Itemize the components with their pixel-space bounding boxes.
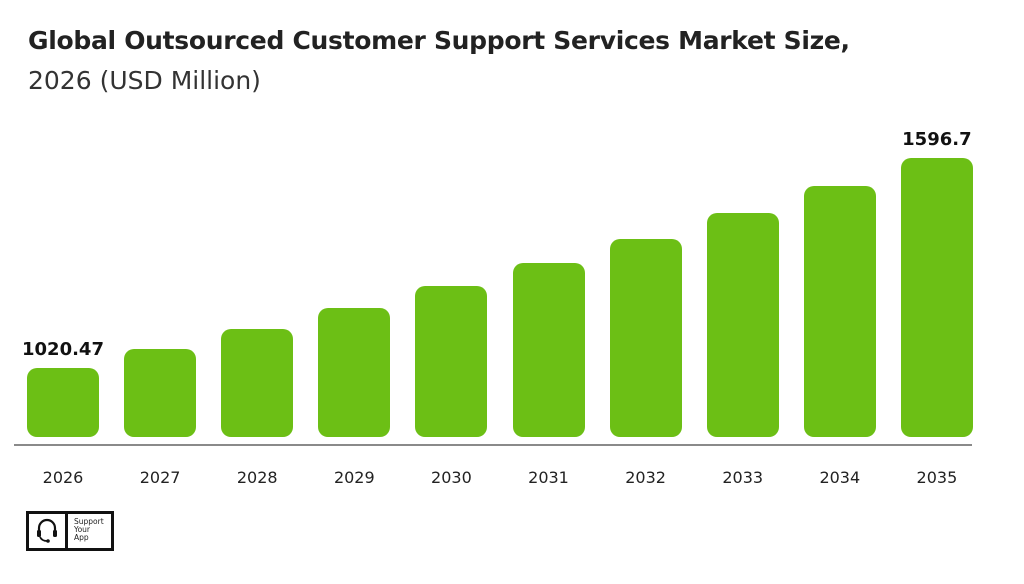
bar-2035 bbox=[900, 158, 973, 437]
x-tick-label: 2026 bbox=[42, 468, 84, 487]
data-label-2026: 1020.47 bbox=[22, 339, 104, 360]
bar-2032 bbox=[609, 238, 682, 437]
bar-2028 bbox=[221, 329, 294, 437]
bar-2027 bbox=[124, 349, 197, 437]
x-tick-label: 2031 bbox=[528, 468, 569, 487]
bar-2031 bbox=[512, 262, 585, 437]
x-tick-label: 2028 bbox=[236, 468, 278, 487]
headset-icon bbox=[29, 514, 68, 548]
x-tick-label: 2035 bbox=[916, 468, 958, 487]
x-tick-label: 2033 bbox=[722, 468, 764, 487]
x-tick-label: 2034 bbox=[819, 468, 861, 487]
logo-text: Support Your App bbox=[74, 517, 104, 542]
bar-2029 bbox=[318, 308, 391, 437]
bar-2034 bbox=[803, 186, 876, 437]
bar-2033 bbox=[706, 213, 779, 437]
x-tick-label: 2030 bbox=[431, 468, 472, 487]
chart-subtitle: 2026 (USD Million) bbox=[28, 66, 261, 95]
bar-2026 bbox=[27, 368, 99, 437]
data-label-2035: 1596.7 bbox=[902, 129, 972, 150]
chart-title: Global Outsourced Customer Support Servi… bbox=[28, 26, 850, 55]
x-axis-line bbox=[14, 444, 972, 446]
brand-logo: Support Your App bbox=[26, 511, 114, 551]
x-tick-label: 2029 bbox=[333, 468, 375, 487]
bar-2030 bbox=[415, 286, 488, 437]
x-tick-label: 2032 bbox=[625, 468, 666, 487]
x-tick-label: 2027 bbox=[139, 468, 181, 487]
